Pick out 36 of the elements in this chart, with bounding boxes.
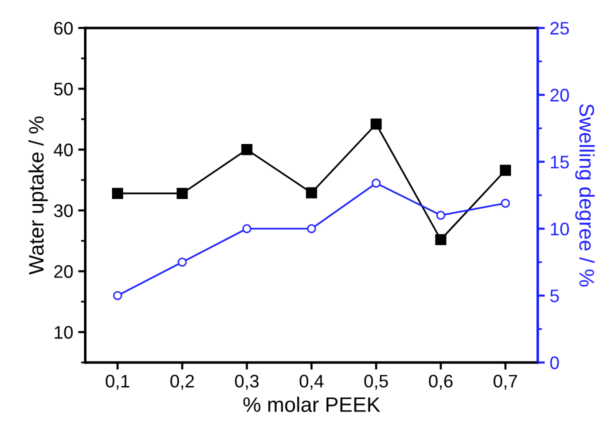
y2-tick-label: 20 (550, 88, 569, 102)
point (242, 224, 252, 234)
y-tick-label: 30 (54, 204, 73, 218)
point (176, 188, 188, 199)
x-tick-label: 0,5 (364, 374, 388, 390)
x-tick-label: 0,1 (106, 374, 130, 390)
y-axis-title: Water uptake / % (28, 116, 48, 275)
x-tick-label: 0,6 (428, 374, 453, 390)
point (112, 188, 124, 199)
y-tick-label: 10 (54, 326, 73, 339)
point (372, 178, 381, 188)
y-tick-label: 50 (54, 82, 73, 96)
x-tick-label: 0,7 (494, 374, 518, 390)
y2-tick-label: 0 (550, 356, 559, 370)
y2-tick-label: 5 (550, 290, 559, 302)
x-tick-label: 0,3 (235, 374, 259, 390)
x-tick-label: 0,4 (300, 374, 324, 390)
y-tick-label: 20 (54, 265, 73, 278)
point (436, 210, 446, 220)
point (306, 224, 316, 234)
point (500, 198, 510, 208)
point (306, 187, 318, 198)
y-tick-label: 60 (54, 22, 73, 35)
y2-tick-label: 25 (550, 22, 569, 35)
point (435, 234, 446, 246)
point (241, 144, 252, 156)
point (500, 164, 511, 176)
y-tick-label: 40 (54, 144, 73, 156)
y2-tick-label: 10 (550, 222, 569, 236)
x-axis-title: % molar PEEK (243, 396, 380, 412)
point (113, 291, 122, 300)
point (370, 118, 382, 130)
x-tick-label: 0,2 (170, 374, 194, 390)
y2-tick-label: 15 (550, 156, 569, 168)
y2-axis-title: Swelling degree / % (575, 104, 595, 287)
point (178, 258, 187, 267)
